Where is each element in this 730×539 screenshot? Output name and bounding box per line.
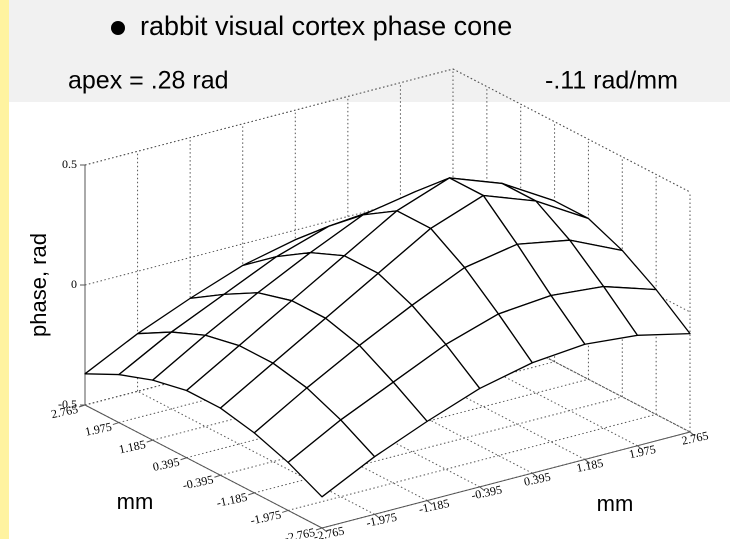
grid-line: [321, 431, 691, 529]
tick-mark: [281, 509, 289, 513]
z-tick-label: 0: [71, 277, 77, 291]
tick-mark: [531, 472, 538, 478]
y-tick-label: -1.975: [249, 507, 282, 527]
x-tick-label: 1.185: [575, 456, 604, 475]
surface-patch: [287, 419, 376, 498]
tick-mark: [426, 500, 433, 505]
y-tick-label: 2.765: [50, 402, 79, 421]
annotation: -.11 rad/mm: [545, 67, 678, 95]
grid-line: [84, 68, 454, 166]
tick-mark: [584, 459, 591, 464]
grid-line: [347, 335, 586, 460]
bullet: [111, 21, 125, 35]
x-tick-label: -1.185: [417, 496, 450, 516]
y-tick-label: 1.975: [84, 420, 113, 439]
grid-line: [137, 390, 375, 515]
grid-line: [400, 322, 638, 447]
tick-mark: [146, 439, 153, 443]
tick-mark: [321, 527, 328, 533]
header-band: [0, 0, 730, 102]
x-tick-label: 2.765: [680, 428, 709, 447]
z-tick-label: -0.5: [58, 397, 77, 411]
grid-line: [189, 377, 428, 502]
tick-mark: [374, 513, 380, 519]
x-tick-label: 1.975: [628, 442, 657, 461]
tick-mark: [248, 492, 255, 496]
tick-mark: [637, 445, 643, 451]
y-tick-label: -0.395: [181, 472, 214, 492]
grid-line: [452, 68, 691, 193]
grid-line: [242, 363, 480, 488]
z-tick-label: 0.5: [62, 157, 77, 171]
grid-line: [84, 404, 323, 529]
y-tick-label: 0.395: [151, 455, 180, 474]
tick-mark: [214, 474, 221, 478]
grid-line: [220, 378, 589, 476]
grid-line: [288, 413, 657, 511]
annotation: apex = .28 rad: [68, 67, 229, 95]
side-strip: [0, 0, 9, 539]
grid-line: [452, 308, 691, 433]
tick-mark: [180, 457, 187, 461]
z-axis-label: phase, rad: [26, 233, 51, 337]
x-axis-label: mm: [597, 491, 634, 516]
grid-line: [295, 349, 533, 474]
tick-mark: [315, 527, 323, 531]
y-axis-label: mm: [117, 489, 154, 514]
tick-mark: [112, 422, 120, 426]
tick-mark: [479, 486, 486, 492]
chart-title: rabbit visual cortex phase cone: [140, 11, 512, 41]
grid-line: [254, 396, 623, 494]
y-tick-label: 1.185: [118, 437, 147, 456]
tick-mark: [689, 431, 696, 437]
x-tick-label: -2.765: [312, 523, 345, 539]
x-tick-label: 0.395: [523, 469, 552, 488]
y-tick-label: -1.185: [215, 490, 248, 510]
